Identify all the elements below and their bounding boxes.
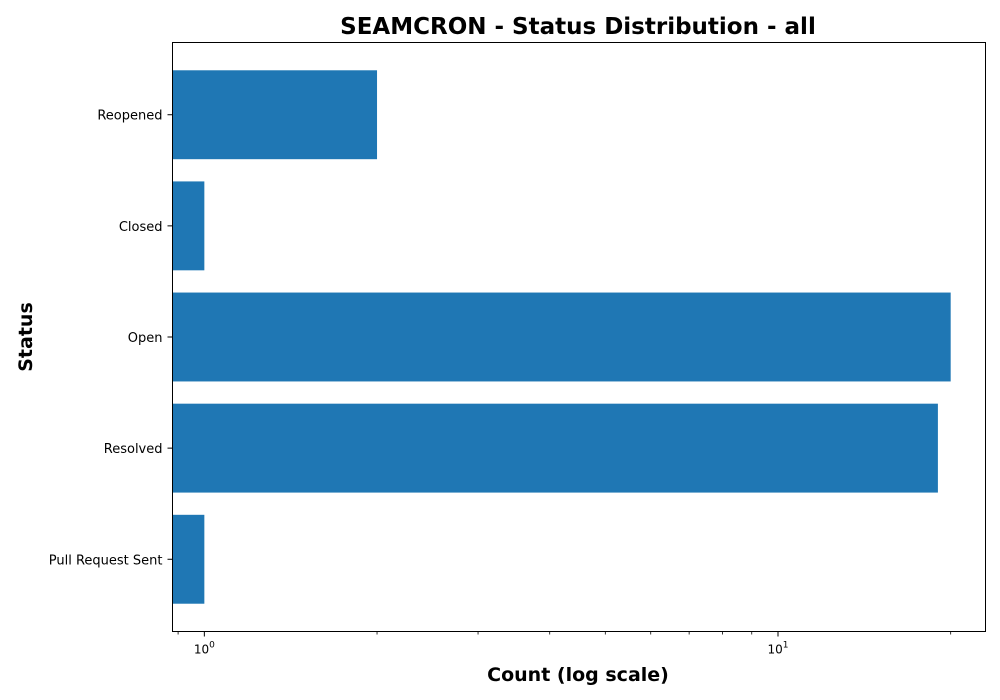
bar-reopened (172, 70, 378, 160)
bars-group (172, 70, 951, 604)
bar-open (172, 292, 951, 382)
x-tick-label: 101 (767, 641, 788, 657)
bar-closed (172, 181, 205, 271)
x-axis-label: Count (log scale) (487, 664, 669, 686)
chart-title: SEAMCRON - Status Distribution - all (340, 14, 816, 40)
y-tick-label: Closed (119, 220, 163, 235)
x-tick-label: 100 (194, 641, 215, 657)
y-tick-label: Reopened (97, 109, 162, 124)
y-axis-ticks: Reopened Closed Open Resolved Pull Request S… (49, 109, 173, 568)
x-axis-ticks: 100 101 (177, 631, 952, 657)
y-tick-label: Open (128, 331, 163, 346)
y-axis-label: Status (15, 302, 37, 372)
bar-resolved (172, 403, 938, 493)
y-tick-label: Resolved (104, 442, 163, 457)
bar-pull-request-sent (172, 514, 205, 604)
y-tick-label: Pull Request Sent (49, 553, 163, 568)
